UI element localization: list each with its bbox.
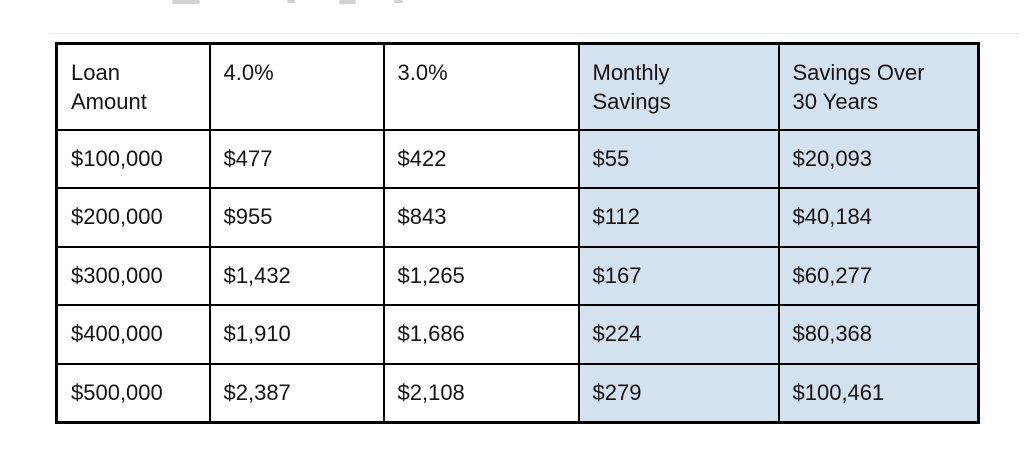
header-cell: Monthly Savings <box>577 42 780 131</box>
table-header-row: Loan Amount 4.0% 3.0% Monthly Savings Saving… <box>55 42 980 131</box>
table-cell: $1,432 <box>208 245 385 306</box>
table-cell: $843 <box>382 187 580 248</box>
header-cell: Loan Amount <box>55 42 211 131</box>
table-row: $500,000 $2,387 $2,108 $279 $100,461 <box>55 362 980 423</box>
table-cell: $2,387 <box>208 362 385 423</box>
table-cell: $55 <box>577 128 780 189</box>
table-cell: $422 <box>382 128 580 189</box>
table-cell: $20,093 <box>777 128 980 189</box>
table-row: $400,000 $1,910 $1,686 $224 $80,368 <box>55 304 980 365</box>
table-cell: $955 <box>208 187 385 248</box>
table-cell: $200,000 <box>55 187 211 248</box>
table-cell: $400,000 <box>55 304 211 365</box>
table-row: $200,000 $955 $843 $112 $40,184 <box>55 187 980 248</box>
table-cell: $300,000 <box>55 245 211 306</box>
table-cell: $100,000 <box>55 128 211 189</box>
table-cell: $1,265 <box>382 245 580 306</box>
table-cell: $100,461 <box>777 362 980 423</box>
table-cell: $80,368 <box>777 304 980 365</box>
header-cell: 4.0% <box>208 42 385 131</box>
cropped-text-fragment <box>287 0 295 3</box>
table-cell: $1,686 <box>382 304 580 365</box>
header-cell: Savings Over 30 Years <box>777 42 980 131</box>
cropped-text-fragment <box>172 0 200 4</box>
table-cell: $224 <box>577 304 780 365</box>
table-row: $100,000 $477 $422 $55 $20,093 <box>55 128 980 189</box>
table-cell: $112 <box>577 187 780 248</box>
cropped-text-fragment <box>339 0 356 4</box>
table-cell: $40,184 <box>777 187 980 248</box>
header-cell: 3.0% <box>382 42 580 131</box>
table-cell: $1,910 <box>208 304 385 365</box>
table-cell: $500,000 <box>55 362 211 423</box>
table-row: $300,000 $1,432 $1,265 $167 $60,277 <box>55 245 980 306</box>
table-cell: $60,277 <box>777 245 980 306</box>
faint-top-rule <box>49 33 1020 34</box>
table-body: $100,000 $477 $422 $55 $20,093 $200,000 $955 $8… <box>55 128 980 423</box>
table-cell: $167 <box>577 245 780 306</box>
table-cell: $279 <box>577 362 780 423</box>
cropped-text-fragment <box>394 0 403 3</box>
table-cell: $2,108 <box>382 362 580 423</box>
table-cell: $477 <box>208 128 385 189</box>
loan-savings-table: Loan Amount 4.0% 3.0% Monthly Savings Saving… <box>55 42 980 424</box>
